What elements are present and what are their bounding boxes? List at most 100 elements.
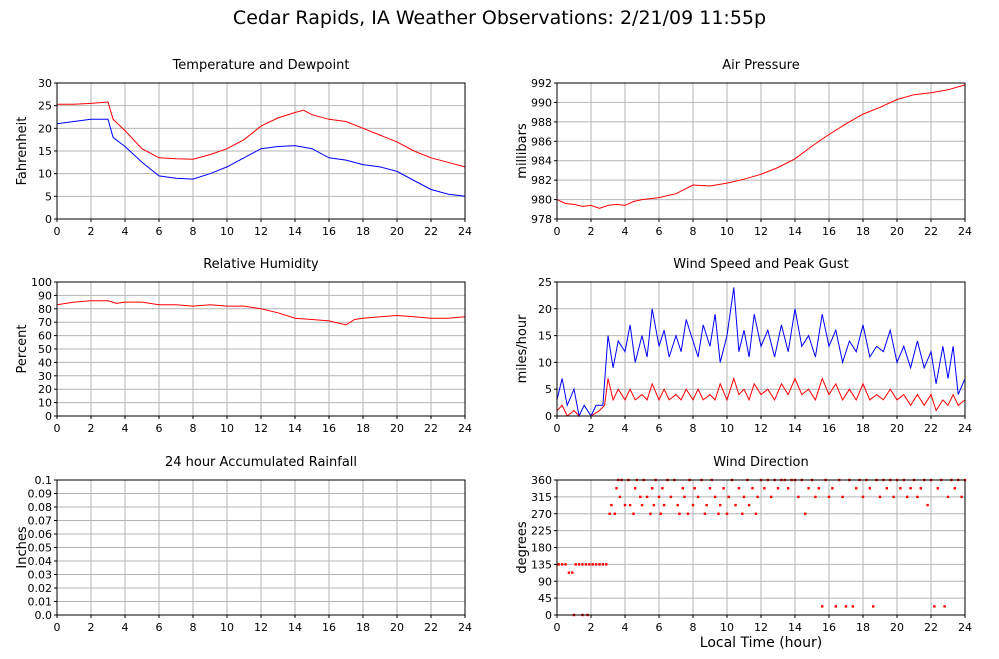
x-tick-label: 18 — [356, 621, 370, 634]
x-tick-label: 6 — [656, 621, 663, 634]
x-tick-label: 6 — [156, 422, 163, 435]
data-point — [608, 512, 611, 515]
y-tick-label: 90 — [38, 289, 52, 302]
data-point — [855, 487, 858, 490]
x-tick-label: 16 — [822, 621, 836, 634]
y-tick-label: 20 — [538, 303, 552, 316]
y-tick-label: 0.0 — [35, 609, 53, 622]
x-tick-label: 10 — [720, 422, 734, 435]
x-tick-label: 0 — [554, 422, 561, 435]
y-tick-label: 10 — [38, 397, 52, 410]
data-point — [719, 503, 722, 507]
x-tick-label: 24 — [458, 225, 472, 238]
x-tick-label: 20 — [890, 621, 904, 634]
x-tick-label: 20 — [390, 621, 404, 634]
series-line-1 — [556, 376, 966, 417]
y-tick-label: 30 — [38, 77, 52, 90]
data-point — [722, 487, 725, 490]
data-point — [742, 495, 746, 499]
x-tick-label: 24 — [958, 422, 972, 435]
x-tick-label: 6 — [656, 422, 663, 435]
data-point — [676, 503, 679, 507]
data-point — [634, 487, 637, 490]
y-tick-label: 100 — [31, 276, 52, 289]
y-axis-label: Fahrenheit — [15, 117, 30, 186]
x-tick-label: 22 — [424, 422, 438, 435]
x-tick-label: 16 — [822, 225, 836, 238]
series-line-0 — [556, 84, 966, 209]
x-tick-label: 20 — [890, 225, 904, 238]
x-tick-label: 24 — [458, 621, 472, 634]
data-point — [669, 495, 673, 499]
data-point — [787, 487, 790, 490]
x-tick-label: 10 — [720, 621, 734, 634]
x-tick-label: 8 — [190, 225, 197, 238]
x-tick-label: 18 — [856, 225, 870, 238]
y-tick-label: 135 — [531, 558, 552, 571]
x-tick-label: 24 — [958, 225, 972, 238]
data-point — [659, 512, 662, 515]
data-point — [678, 512, 681, 515]
y-tick-label: 315 — [531, 491, 552, 504]
data-point — [741, 512, 744, 515]
y-tick-label: 45 — [538, 592, 552, 605]
x-tick-label: 4 — [122, 621, 129, 634]
data-point — [872, 605, 875, 608]
data-point — [584, 563, 588, 566]
data-point — [613, 512, 616, 515]
data-point — [557, 563, 560, 566]
data-point — [713, 495, 717, 499]
x-tick-label: 10 — [220, 422, 234, 435]
data-point — [933, 605, 936, 608]
y-axis-label: miles/hour — [515, 314, 530, 383]
y-tick-label: 0.09 — [28, 488, 53, 501]
data-point — [564, 563, 567, 566]
y-tick-label: 15 — [538, 330, 552, 343]
x-tick-label: 16 — [322, 422, 336, 435]
x-tick-label: 24 — [958, 621, 972, 634]
x-tick-label: 0 — [554, 225, 561, 238]
series-line-0 — [56, 300, 466, 326]
data-point — [725, 512, 729, 515]
data-point — [821, 605, 824, 608]
data-point — [615, 487, 618, 490]
data-point — [618, 495, 622, 499]
x-tick-label: 14 — [788, 225, 802, 238]
data-point — [591, 563, 594, 566]
x-tick-label: 18 — [856, 422, 870, 435]
data-point — [727, 495, 730, 499]
data-point — [754, 512, 758, 515]
y-tick-label: 980 — [531, 194, 552, 207]
x-tick-label: 4 — [122, 225, 129, 238]
data-point — [649, 512, 652, 515]
y-tick-label: 10 — [38, 168, 52, 181]
series-line-0 — [556, 287, 966, 418]
data-point — [814, 495, 817, 499]
x-tick-label: 16 — [322, 621, 336, 634]
chart-title: Wind Speed and Peak Gust — [673, 257, 848, 272]
data-point — [681, 487, 684, 490]
x-tick-label: 12 — [254, 225, 268, 238]
x-tick-label: 6 — [156, 621, 163, 634]
data-point — [960, 495, 963, 499]
data-point — [751, 487, 754, 490]
data-point — [693, 487, 696, 490]
y-tick-label: 80 — [38, 303, 52, 316]
y-tick-label: 360 — [531, 474, 552, 487]
x-tick-label: 12 — [254, 621, 268, 634]
y-tick-label: 70 — [38, 316, 52, 329]
y-tick-label: 20 — [38, 383, 52, 396]
x-axis-title: Local Time (hour) — [699, 635, 823, 651]
data-point — [571, 571, 574, 574]
y-tick-label: 0.07 — [28, 515, 53, 528]
data-point — [703, 512, 707, 515]
x-tick-label: 10 — [220, 225, 234, 238]
y-tick-label: 0 — [45, 213, 52, 226]
x-tick-label: 22 — [424, 225, 438, 238]
x-tick-label: 18 — [856, 621, 870, 634]
series-line-1 — [56, 118, 466, 197]
x-tick-label: 22 — [424, 621, 438, 634]
data-point — [661, 487, 664, 490]
